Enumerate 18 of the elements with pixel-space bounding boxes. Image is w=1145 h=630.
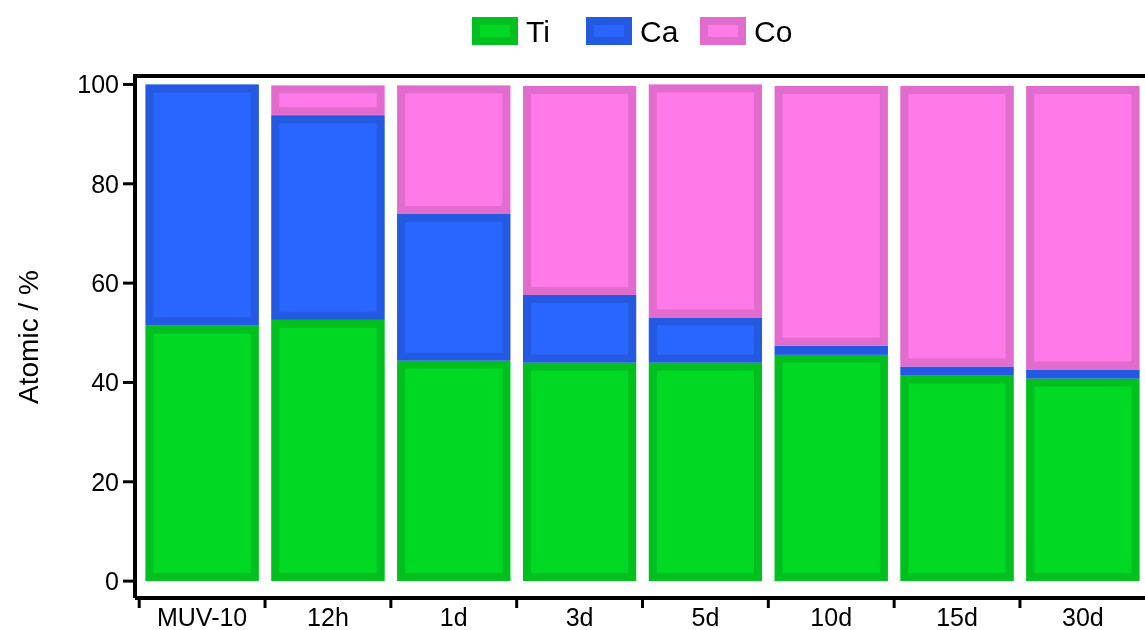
y-tick-label: 80 [91, 169, 119, 198]
x-tick-label: 10d [810, 603, 853, 630]
x-tick-label: MUV-10 [156, 603, 248, 630]
legend-label: Ca [640, 14, 679, 48]
legend-label: Co [754, 14, 793, 48]
x-tick-label: 15d [936, 603, 978, 630]
y-tick-label: 20 [91, 467, 119, 496]
y-tick-label: 40 [91, 368, 119, 397]
x-tick-label: 12h [307, 603, 349, 630]
y-tick-label: 60 [91, 268, 119, 297]
y-tick-label: 100 [77, 70, 119, 99]
x-tick-label: 30d [1062, 603, 1104, 630]
y-tick-label: 0 [105, 566, 119, 595]
x-tick-label: 3d [565, 603, 594, 630]
x-tick-label: 5d [691, 603, 720, 630]
legend-label: Ti [526, 14, 550, 48]
y-axis-title: Atomic / % [13, 270, 44, 404]
x-tick-label: 1d [439, 603, 468, 630]
